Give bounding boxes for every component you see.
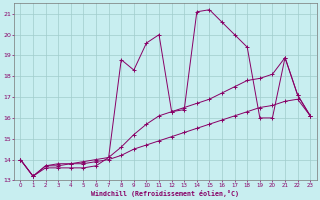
X-axis label: Windchill (Refroidissement éolien,°C): Windchill (Refroidissement éolien,°C) bbox=[91, 190, 239, 197]
